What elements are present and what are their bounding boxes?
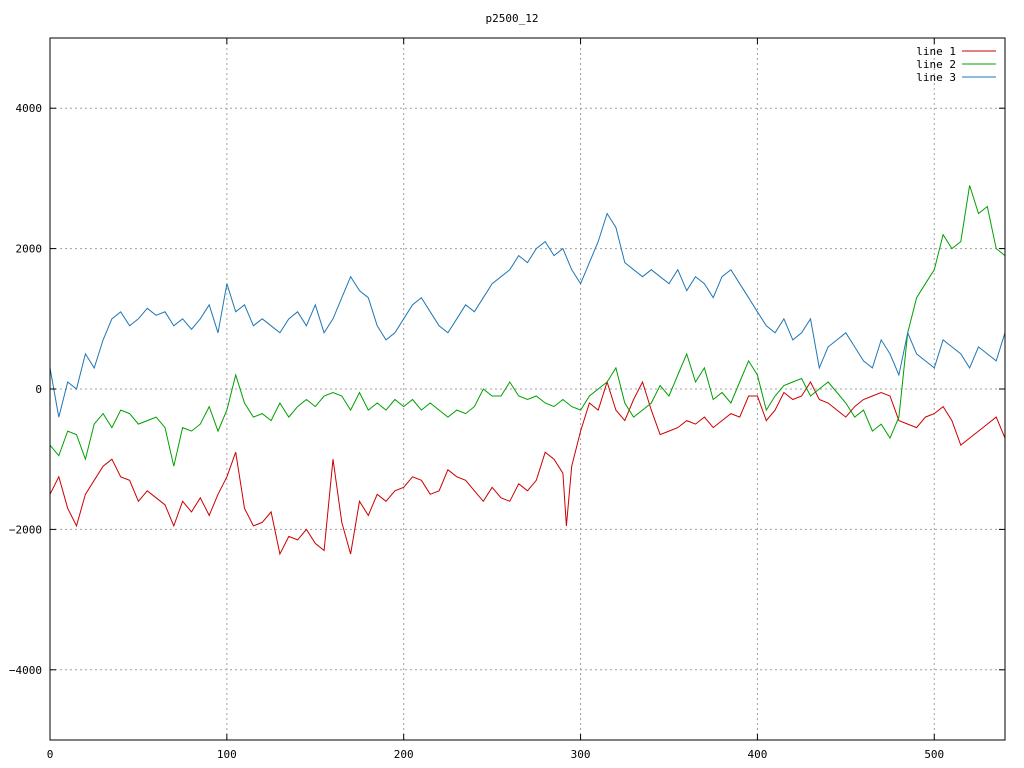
series-line-3	[49, 212, 1006, 418]
y-tick-label: 0	[35, 383, 42, 396]
x-tick-label: 300	[571, 748, 591, 761]
tick-layer: 0 100 200 300 400 500 −4000 −2000 0 2000 4000	[9, 38, 1005, 761]
y-tick-label: −2000	[9, 523, 42, 536]
y-tick-label: 4000	[16, 102, 43, 115]
y-tick-label: −4000	[9, 664, 42, 677]
legend-label: line 1	[916, 45, 956, 58]
x-tick-label: 200	[394, 748, 414, 761]
x-tick-label: 500	[924, 748, 944, 761]
legend-label: line 2	[916, 58, 956, 71]
chart-title: p2500_12	[486, 12, 539, 25]
series-layer	[49, 185, 1006, 556]
series-line-2	[49, 185, 1006, 467]
x-tick-label: 0	[47, 748, 54, 761]
x-tick-label: 400	[747, 748, 767, 761]
x-tick-label: 100	[217, 748, 237, 761]
series-line-1	[49, 380, 1006, 556]
legend-label: line 3	[916, 71, 956, 84]
grid-layer	[50, 38, 1005, 740]
y-tick-label: 2000	[16, 243, 43, 256]
